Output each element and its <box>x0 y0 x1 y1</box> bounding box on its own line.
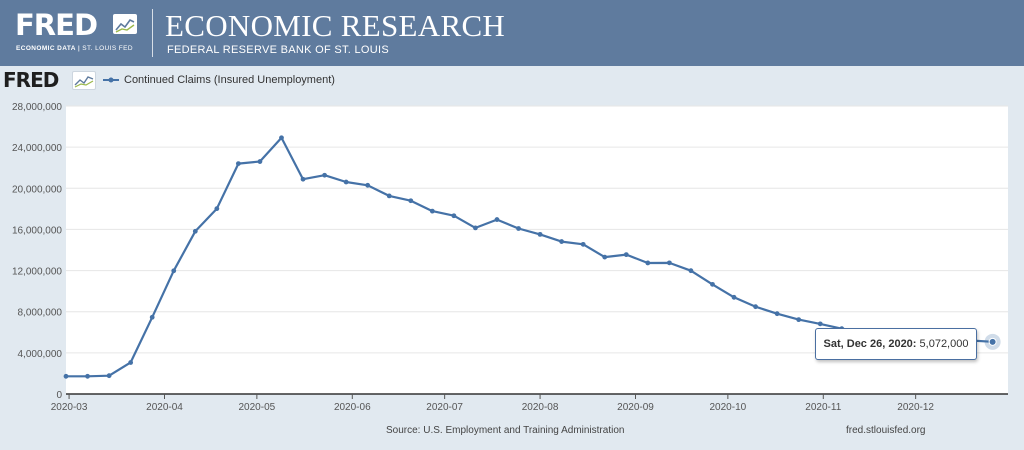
data-point <box>343 179 349 185</box>
x-tick-label: 2020-03 <box>51 402 88 413</box>
data-point <box>149 314 155 320</box>
data-point <box>63 373 69 379</box>
y-tick-label: 24,000,000 <box>12 143 62 154</box>
data-point <box>106 373 112 379</box>
data-point <box>753 304 758 310</box>
x-tick-label: 2020-09 <box>617 402 654 413</box>
data-point <box>300 176 306 182</box>
source-note: Source: U.S. Employment and Training Adm… <box>386 425 625 436</box>
x-tick-label: 2020-04 <box>146 402 183 413</box>
data-point <box>516 226 521 231</box>
tooltip-value: 5,072,000 <box>919 338 969 350</box>
fred-url-link[interactable]: fred.stlouisfed.org <box>846 425 926 436</box>
logo-sub-right: ST. LOUIS FED <box>82 45 133 52</box>
y-tick-label: 0 <box>56 390 62 401</box>
data-point <box>796 317 802 323</box>
data-point <box>537 231 543 237</box>
data-point <box>128 360 134 365</box>
data-point <box>214 206 220 212</box>
data-point <box>688 268 694 274</box>
data-point <box>559 239 565 244</box>
x-tick-label: 2020-11 <box>805 402 841 413</box>
legend-series-marker <box>103 77 119 83</box>
data-point <box>429 208 435 214</box>
logo-sub-left: ECONOMIC DATA <box>16 45 76 52</box>
data-point <box>666 260 672 266</box>
data-point <box>386 193 392 199</box>
y-tick-label: 4,000,000 <box>18 349 63 360</box>
y-tick-label: 20,000,000 <box>12 184 62 195</box>
y-tick-label: 28,000,000 <box>12 102 62 113</box>
x-tick-label: 2020-05 <box>239 402 276 413</box>
line-chart-icon <box>113 14 137 34</box>
data-point <box>731 294 737 300</box>
series-line <box>66 136 993 378</box>
data-point <box>279 135 284 141</box>
data-point <box>623 252 629 258</box>
data-point <box>257 159 263 164</box>
y-tick-label: 8,000,000 <box>18 308 63 319</box>
data-point <box>494 217 500 222</box>
data-point <box>473 225 478 231</box>
logo-sub-separator: | <box>77 45 81 52</box>
data-point <box>408 198 414 204</box>
data-point <box>365 182 371 188</box>
x-tick-label: 2020-10 <box>710 402 747 413</box>
x-tick-label: 2020-07 <box>426 402 463 413</box>
banner-title[interactable]: ECONOMIC RESEARCH <box>165 8 506 43</box>
data-point <box>710 281 715 287</box>
banner-divider <box>152 9 153 57</box>
highlight-point <box>988 337 997 346</box>
data-point <box>602 254 608 260</box>
data-point <box>322 172 327 178</box>
chart-fred-logo[interactable]: FRED <box>3 68 59 92</box>
data-point <box>774 311 780 317</box>
legend-series-label: Continued Claims (Insured Unemployment) <box>124 74 335 86</box>
data-point <box>451 213 457 219</box>
line-chart[interactable]: 0 4,000,000 8,000,000 12,000,000 16,000,000 2… <box>0 96 1024 426</box>
x-tick-label: 2020-08 <box>522 402 559 413</box>
chart-legend[interactable]: Continued Claims (Insured Unemployment) <box>102 73 335 87</box>
y-tick-label: 16,000,000 <box>12 225 62 236</box>
header-banner: FRED ECONOMIC DATA | ST. LOUIS FED ECONO… <box>0 0 1024 66</box>
line-chart-icon <box>72 71 96 90</box>
data-point <box>85 373 90 379</box>
fred-logo-subtitle: ECONOMIC DATA | ST. LOUIS FED <box>16 45 133 52</box>
data-point <box>235 161 241 166</box>
data-point <box>645 260 651 266</box>
tooltip-date: Sat, Dec 26, 2020: <box>823 338 917 350</box>
data-point <box>580 241 586 247</box>
banner-subtitle: FEDERAL RESERVE BANK OF ST. LOUIS <box>167 44 390 56</box>
data-point <box>171 268 177 274</box>
data-point <box>817 321 823 327</box>
y-tick-label: 12,000,000 <box>12 267 62 278</box>
x-tick-label: 2020-06 <box>334 402 371 413</box>
data-point <box>192 228 198 234</box>
fred-logo[interactable]: FRED <box>15 8 98 42</box>
data-tooltip: Sat, Dec 26, 2020: 5,072,000 <box>815 328 977 360</box>
x-tick-label: 2020-12 <box>897 402 934 413</box>
